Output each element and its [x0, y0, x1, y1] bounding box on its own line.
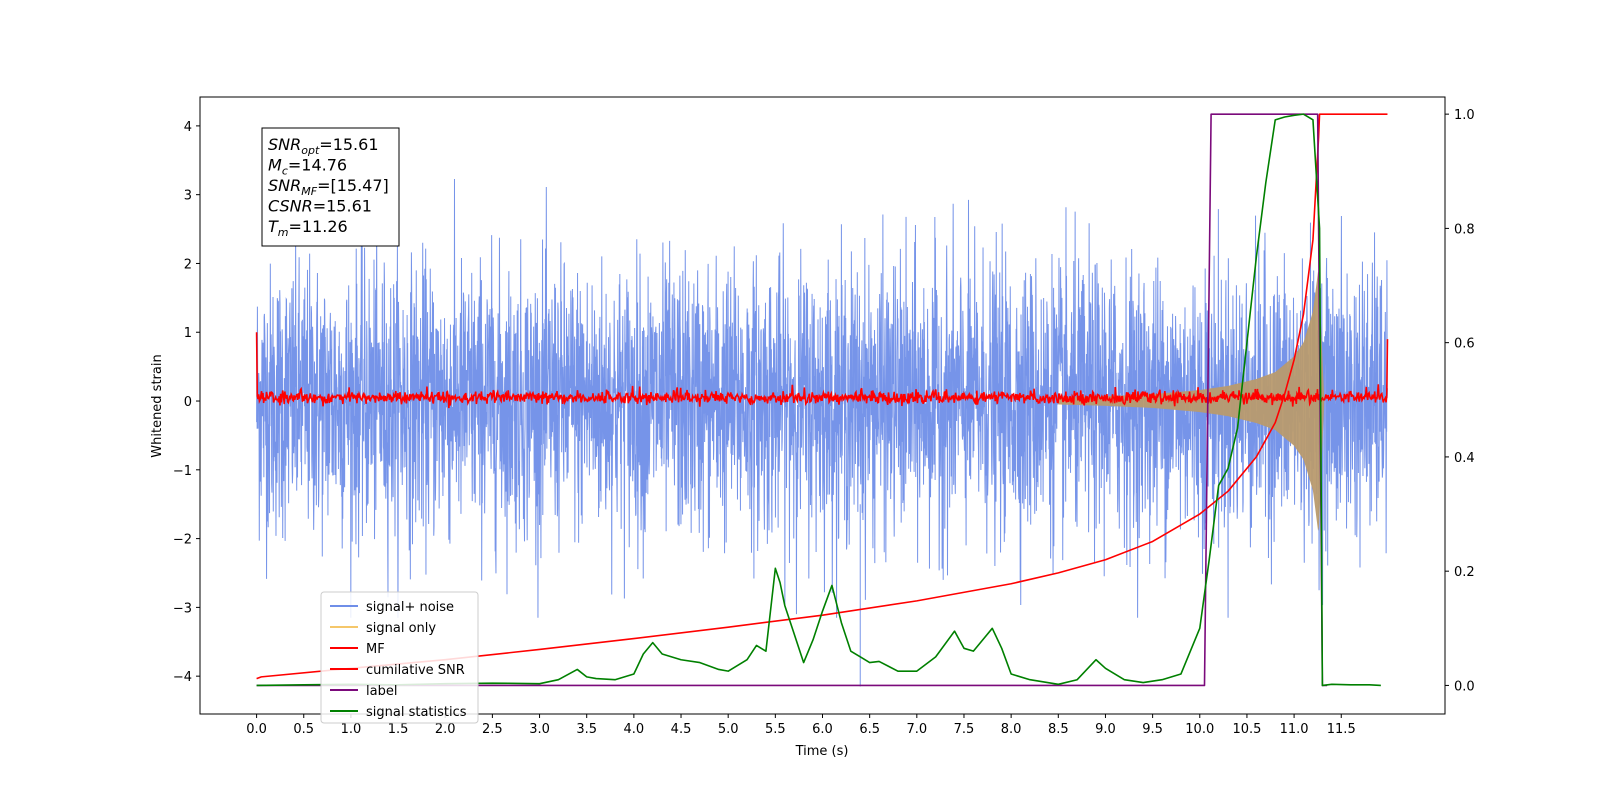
mf-line: [255, 332, 1389, 409]
x-tick-label: 6.5: [859, 722, 880, 737]
info-subscript: opt: [301, 144, 320, 157]
info-line: CSNR=15.61: [268, 197, 372, 216]
info-value: =[15.47]: [317, 176, 389, 195]
x-tick-label: 2.0: [435, 722, 456, 737]
x-tick-label: 2.5: [482, 722, 503, 737]
y-tick-label-right: 0.0: [1454, 679, 1475, 694]
snr-info-box: SNRopt=15.61Mc=14.76SNRMF=[15.47]CSNR=15…: [261, 127, 400, 247]
x-tick-label: 3.0: [529, 722, 550, 737]
legend-entry: cumilative SNR: [366, 663, 465, 678]
legend-frame: [320, 591, 479, 724]
x-tick-label: 8.0: [1001, 722, 1022, 737]
info-line: SNRMF=[15.47]: [268, 176, 389, 198]
plot-area: [255, 113, 1389, 687]
y-tick-label-left: 1: [184, 326, 192, 341]
info-subscript: c: [282, 165, 288, 178]
y-axis-left: −4 −3 −2 −1 0 1 2 3 4: [173, 120, 200, 685]
signal-statistics-line: [256, 113, 1381, 687]
info-line: Tm=11.26: [268, 217, 348, 239]
y-axis-label: Whitened strain: [150, 354, 165, 457]
info-subscript: MF: [301, 185, 317, 198]
y-axis-right: 0.0 0.2 0.4 0.6 0.8 1.0: [1445, 108, 1475, 694]
x-tick-label: 1.0: [341, 722, 362, 737]
legend-entry: signal+ noise: [366, 600, 454, 615]
info-symbol: SNR: [268, 135, 301, 154]
info-line: SNRopt=15.61: [268, 135, 379, 157]
y-tick-label-left: −4: [173, 670, 192, 685]
x-tick-label: 1.5: [388, 722, 409, 737]
y-tick-label-left: 2: [184, 257, 192, 272]
info-symbol: SNR: [268, 176, 301, 195]
x-tick-label: 7.0: [906, 722, 927, 737]
info-value: =14.76: [288, 156, 347, 175]
x-tick-label: 3.5: [576, 722, 597, 737]
y-tick-label-right: 0.8: [1454, 222, 1475, 237]
info-box-frame: [261, 127, 400, 247]
legend: signal+ noise signal only MF cumilative SNR…: [320, 591, 479, 724]
y-tick-label-left: −2: [173, 533, 192, 548]
y-tick-label-right: 0.6: [1454, 337, 1475, 352]
cumulative-snr-layer: [256, 113, 1388, 680]
x-tick-label: 5.0: [718, 722, 739, 737]
legend-entry: MF: [366, 642, 385, 657]
x-tick-label: 5.5: [765, 722, 786, 737]
x-tick-label: 10.0: [1185, 722, 1214, 737]
x-tick-label: 7.5: [954, 722, 975, 737]
info-symbol: T: [268, 217, 279, 236]
info-subscript: m: [278, 226, 289, 239]
x-tick-label: 8.5: [1048, 722, 1069, 737]
info-value: =15.61: [319, 135, 378, 154]
x-axis-label: Time (s): [795, 744, 849, 759]
y-tick-label-left: 3: [184, 189, 192, 204]
y-tick-label-left: 4: [184, 120, 192, 135]
y-tick-label-left: −1: [173, 464, 192, 479]
cumulative-snr-line: [256, 113, 1388, 680]
info-line: Mc=14.76: [268, 156, 347, 178]
x-tick-label: 9.0: [1095, 722, 1116, 737]
x-tick-label: 4.0: [624, 722, 645, 737]
x-tick-label: 0.5: [293, 722, 314, 737]
signal-statistics-layer: [256, 113, 1381, 687]
x-tick-label: 11.5: [1327, 722, 1356, 737]
y-tick-label-right: 0.2: [1454, 565, 1475, 580]
legend-entry: label: [366, 684, 397, 699]
x-tick-label: 11.0: [1280, 722, 1309, 737]
y-tick-label-left: −3: [173, 601, 192, 616]
x-axis: 0.0 0.5 1.0 1.5 2.0 2.5 3.0 3.5 4.0 4.5 5.0 5.5 6.0 6…: [246, 714, 1356, 737]
x-tick-label: 10.5: [1232, 722, 1261, 737]
x-tick-label: 4.5: [671, 722, 692, 737]
x-tick-label: 6.0: [812, 722, 833, 737]
info-value: =11.26: [289, 217, 348, 236]
x-tick-label: 0.0: [246, 722, 267, 737]
info-symbol: CSNR: [268, 197, 313, 216]
mf-layer: [255, 332, 1389, 409]
x-tick-label: 9.5: [1142, 722, 1163, 737]
legend-entry: signal statistics: [366, 705, 467, 720]
info-symbol: M: [268, 156, 282, 175]
y-tick-label-left: 0: [184, 395, 192, 410]
legend-entry: signal only: [366, 621, 436, 636]
info-value: =15.61: [313, 197, 372, 216]
y-tick-label-right: 1.0: [1454, 108, 1475, 123]
y-tick-label-right: 0.4: [1454, 451, 1475, 466]
